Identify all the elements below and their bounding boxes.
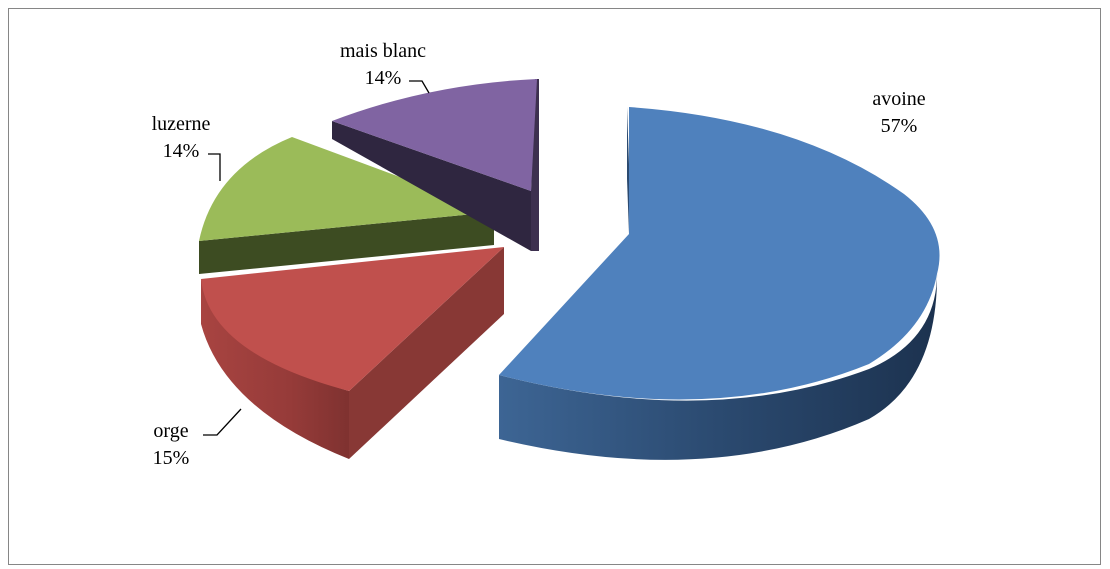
slice-orge-outer-side — [201, 279, 349, 459]
slice-mais-blanc[interactable] — [332, 79, 539, 251]
slice-avoine-cut-face — [627, 107, 629, 234]
label-luzerne-percent: 14% — [163, 140, 200, 162]
slice-luzerne-cut-face — [199, 212, 494, 274]
label-avoine-percent: 57% — [881, 115, 918, 137]
slice-luzerne[interactable] — [199, 137, 494, 274]
slice-mais-blanc-side — [531, 79, 539, 251]
leader-line-mais-blanc — [409, 80, 430, 94]
slice-mais-blanc-top — [332, 79, 537, 191]
leader-line-luzerne — [208, 153, 221, 181]
slice-mais-blanc-cut-face — [332, 121, 531, 251]
slice-avoine-side — [499, 269, 938, 460]
chart-area: avoine 57% mais blanc 14% luzerne 14% or… — [8, 8, 1101, 565]
slice-orge-top — [201, 247, 504, 391]
slice-orge-cut-face — [349, 247, 504, 459]
slice-orge[interactable] — [201, 247, 504, 459]
slice-luzerne-top — [199, 137, 494, 241]
pie-chart: avoine 57% mais blanc 14% luzerne 14% or… — [152, 40, 940, 469]
label-orge-percent: 15% — [153, 447, 190, 469]
label-mais-blanc-name: mais blanc — [340, 40, 426, 62]
label-mais-blanc-percent: 14% — [365, 67, 402, 89]
label-orge-name: orge — [153, 420, 188, 442]
leader-line-orge — [203, 408, 242, 436]
slice-avoine-top — [499, 107, 940, 400]
slice-avoine[interactable] — [499, 107, 940, 460]
label-luzerne-name: luzerne — [152, 113, 211, 135]
label-avoine-name: avoine — [872, 88, 925, 110]
